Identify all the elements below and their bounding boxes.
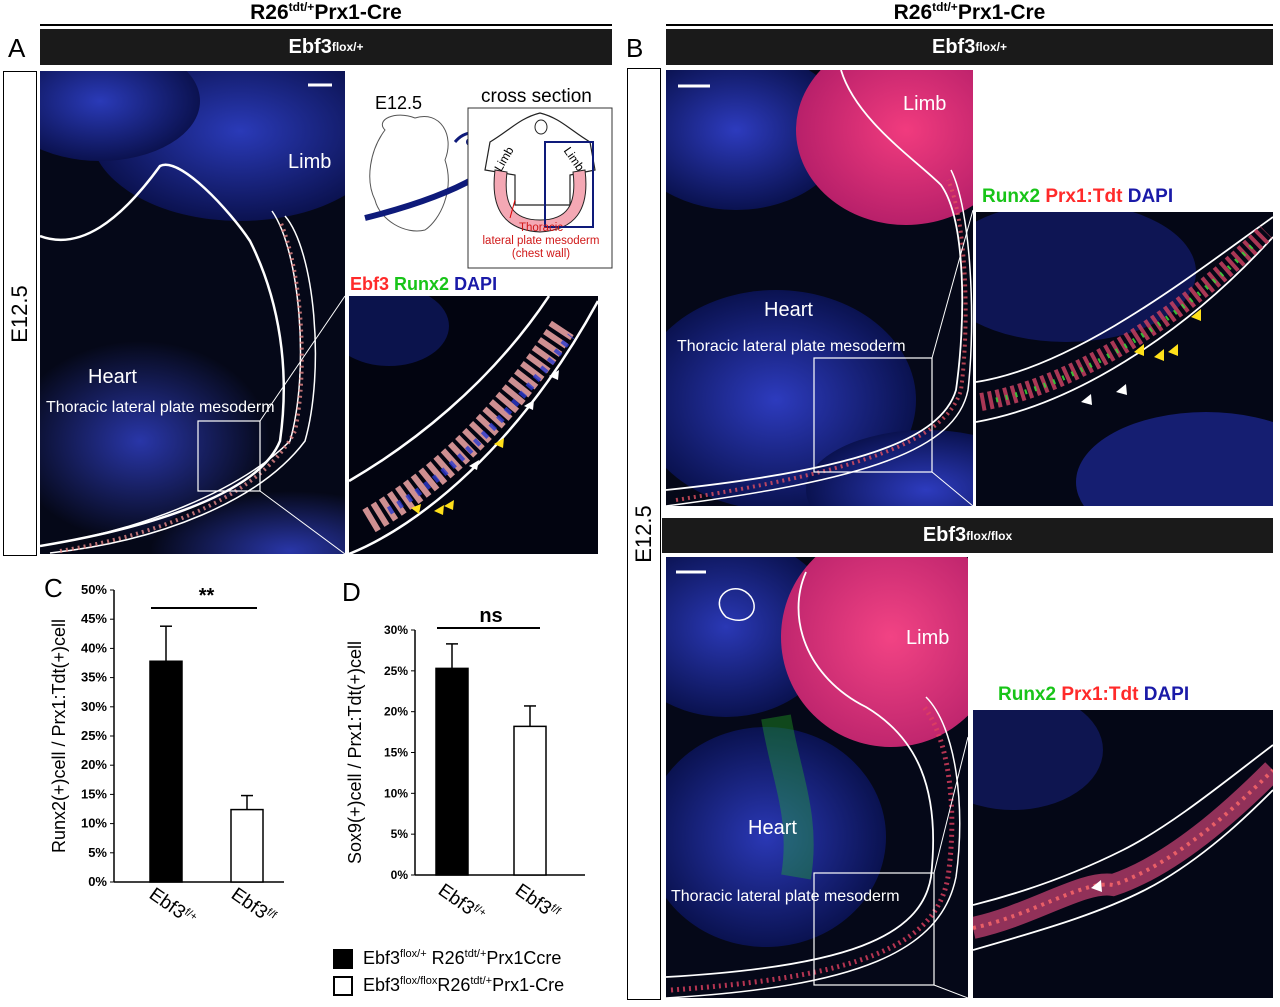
panel-b-top-limb-label: Limb <box>903 93 947 115</box>
panel-b-bottom-limb-label: Limb <box>906 627 950 649</box>
y-axis-label: Runx2(+)cell / Prx1:Tdt(+)cell <box>49 619 69 853</box>
panel-a-limb-label: Limb <box>288 151 332 173</box>
schematic-title: cross section <box>481 86 592 107</box>
y-tick-label: 50% <box>81 582 107 597</box>
panel-a-zoom-micrograph <box>349 296 598 554</box>
stain-label-dapi: DAPI <box>454 274 498 294</box>
y-tick-label: 15% <box>81 786 107 801</box>
y-tick-label: 5% <box>391 827 409 841</box>
schematic-caption: Thoracic lateral plate mesoderm (chest w… <box>471 222 611 261</box>
y-tick-label: 20% <box>384 705 408 719</box>
legend-swatch-het <box>333 948 353 969</box>
panel-b-top-art <box>666 70 973 506</box>
stain-label-runx2: Runx2 <box>982 186 1041 207</box>
y-tick-label: 25% <box>81 728 107 743</box>
panel-b-top-zoom-art <box>976 212 1273 506</box>
panel-b-stage-box: E12.5 <box>627 68 661 1000</box>
y-tick-label: 5% <box>88 845 107 860</box>
significance-label: ns <box>479 605 502 627</box>
legend-text-ko: Ebf3flox/floxR26tdt/+Prx1-Cre <box>363 975 565 995</box>
legend: Ebf3flox/+ R26tdt/+Prx1Ccre Ebf3flox/flo… <box>333 948 564 996</box>
panel-a-schematic-art <box>364 107 613 269</box>
x-tick-label: Ebf3f/+ <box>145 884 199 931</box>
panel-a-letter: A <box>8 33 26 63</box>
panel-b-bottom-heart-label: Heart <box>748 817 797 839</box>
header-right: R26tdt/+Prx1-Cre <box>893 0 1046 24</box>
panel-a-stage-box: E12.5 <box>3 71 37 556</box>
panel-a-micrograph-art <box>40 71 345 554</box>
legend-text-het: Ebf3flox/+ R26tdt/+Prx1Ccre <box>363 948 562 968</box>
legend-item-het: Ebf3flox/+ R26tdt/+Prx1Ccre <box>333 948 564 969</box>
panel-a-region-label: Thoracic lateral plate mesoderm <box>46 399 275 416</box>
panel-b-top-region-label: Thoracic lateral plate mesoderm <box>677 338 906 355</box>
stain-label-prx1-2: Prx1:Tdt <box>1061 684 1139 705</box>
panel-a-schematic: E12.5 cross section Limb Limb Thoracic l… <box>345 80 615 280</box>
bar <box>230 808 264 883</box>
stain-label-runx2-2: Runx2 <box>998 684 1057 705</box>
bar <box>149 660 183 883</box>
panel-b-bottom-region-label: Thoracic lateral plate mesoderm <box>671 888 900 905</box>
panel-b-letter: B <box>626 33 644 63</box>
stain-label-runx2: Runx2 <box>394 274 450 294</box>
panel-a-stain-labels: Ebf3 Runx2 DAPI <box>350 274 497 295</box>
x-tick-label: Ebf3f/+ <box>434 880 488 927</box>
panel-b-bottom-zoom <box>973 710 1273 998</box>
x-tick-label: Ebf3f/f <box>227 884 279 929</box>
y-tick-label: 0% <box>391 868 409 882</box>
panel-b-top-zoom <box>976 212 1273 506</box>
panel-a-stage-label: E12.5 <box>7 284 32 343</box>
chart-c: 0% 5% 10% 15% 20% 25% 30% 35% 40% 45% 50% Runx2(+)c… <box>49 582 284 931</box>
panel-d-letter: D <box>342 577 361 607</box>
significance-label: ** <box>199 585 215 607</box>
y-tick-label: 45% <box>81 611 107 626</box>
schematic-caption-line3: (chest wall) <box>511 248 571 260</box>
schematic-caption-line1: Thoracic <box>518 222 564 234</box>
schematic-stage: E12.5 <box>375 93 423 113</box>
panel-b-top-heart-label: Heart <box>764 299 813 321</box>
stain-label-ebf3: Ebf3 <box>350 274 390 294</box>
panel-b-bottom-stain-labels: Runx2 Prx1:Tdt DAPI <box>998 684 1189 706</box>
panel-a-heart-label: Heart <box>88 366 137 388</box>
panel-b-genotype-bar-top: Ebf3 flox/+ <box>666 29 1273 65</box>
panel-a-genotype-bar: Ebf3 flox/+ <box>40 29 612 65</box>
x-tick-label: Ebf3f/f <box>511 880 563 925</box>
stain-label-dapi: DAPI <box>1127 186 1174 207</box>
stain-label-prx1: Prx1:Tdt <box>1045 186 1123 207</box>
stain-label-dapi-2: DAPI <box>1143 684 1190 705</box>
panel-b-bottom-zoom-art <box>973 710 1273 998</box>
y-tick-label: 0% <box>88 874 107 889</box>
legend-item-ko: Ebf3flox/floxR26tdt/+Prx1-Cre <box>333 975 564 996</box>
y-tick-label: 30% <box>384 623 408 637</box>
y-tick-label: 40% <box>81 640 107 655</box>
y-tick-label: 10% <box>81 816 107 831</box>
y-axis-label: Sox9(+)cell / Prx1:Tdt(+)cell <box>345 641 365 864</box>
header-left-rule <box>40 24 612 26</box>
panel-a-micrograph: Limb Heart Thoracic lateral plate mesode… <box>40 71 345 554</box>
panel-b-top-micrograph: Limb Heart Thoracic lateral plate mesode… <box>666 70 973 506</box>
y-tick-label: 30% <box>81 699 107 714</box>
panel-c-letter: C <box>44 573 63 603</box>
panel-b-bottom-micrograph: Limb Heart Thoracic lateral plate mesode… <box>666 557 968 998</box>
schematic-caption-line2: lateral plate mesoderm <box>482 235 600 247</box>
bar <box>513 725 547 876</box>
y-tick-label: 10% <box>384 786 408 800</box>
y-tick-label: 20% <box>81 757 107 772</box>
panel-b-top-stain-labels: Runx2 Prx1:Tdt DAPI <box>982 186 1173 208</box>
bar <box>435 667 469 876</box>
header-left: R26tdt/+Prx1-Cre <box>250 0 402 24</box>
chart-d: 0% 5% 10% 15% 20% 25% 30% Sox9(+)cell / Prx1:Td… <box>345 605 585 927</box>
panel-a-zoom-art <box>349 296 598 554</box>
y-tick-label: 25% <box>384 664 408 678</box>
header-right-rule <box>666 24 1273 26</box>
y-tick-label: 15% <box>384 746 408 760</box>
panel-b-stage-label: E12.5 <box>631 505 656 563</box>
y-tick-label: 35% <box>81 670 107 685</box>
panel-b-genotype-bar-bottom: Ebf3 flox/flox <box>662 518 1273 553</box>
legend-swatch-ko <box>333 975 353 996</box>
panel-b-bottom-art <box>666 557 968 998</box>
